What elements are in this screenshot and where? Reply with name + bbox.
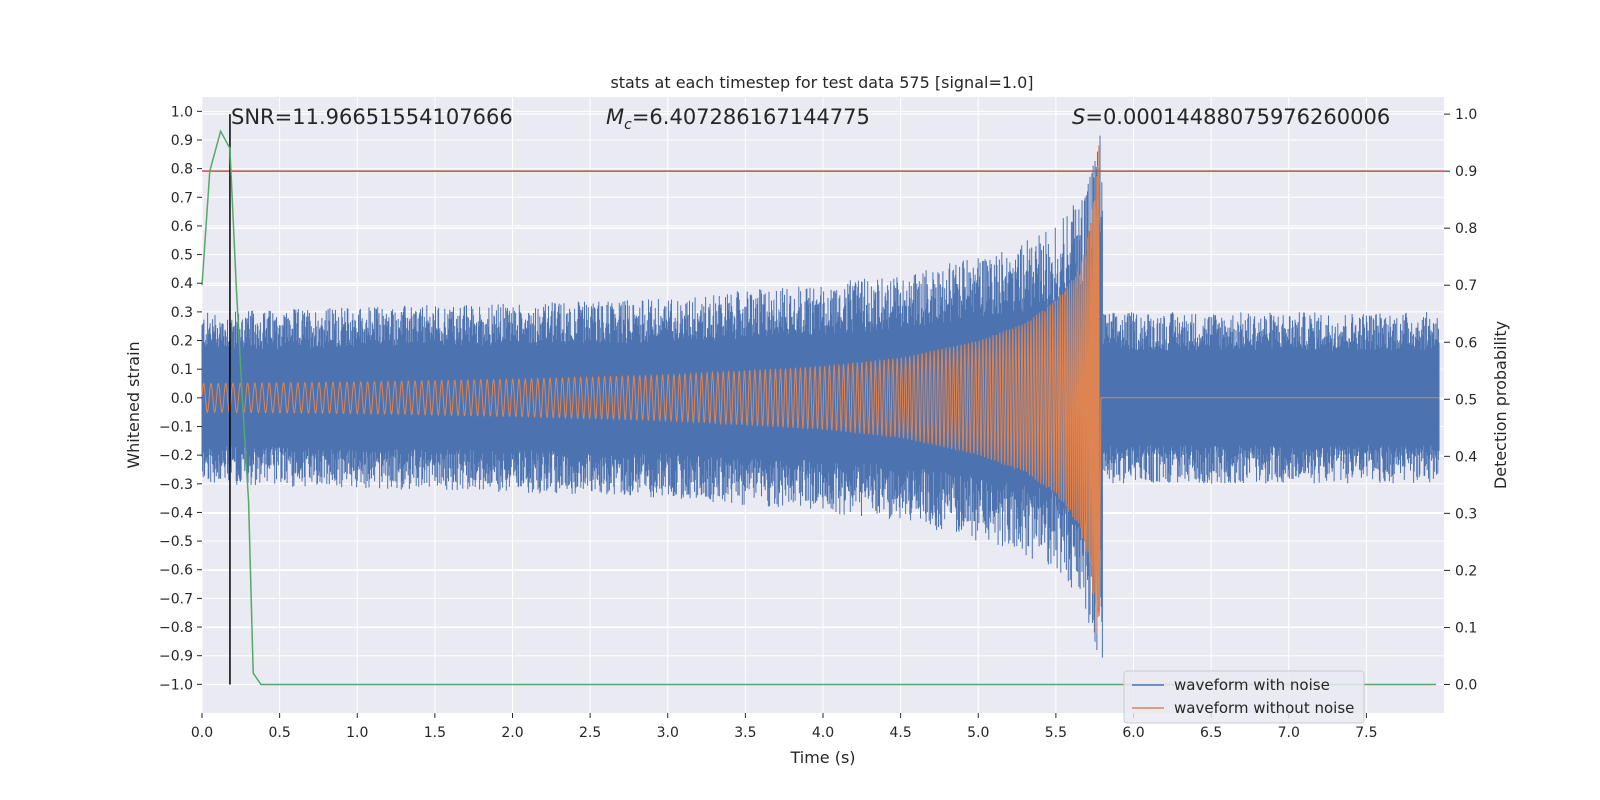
y-tick-label: 0.4 xyxy=(171,276,193,292)
y-tick-label: 0.7 xyxy=(171,190,193,206)
y-tick-label: −0.3 xyxy=(159,477,193,493)
x-tick-label: 7.0 xyxy=(1278,725,1300,741)
y2-tick-label: 0.8 xyxy=(1455,221,1477,237)
y2-tick-label: 0.9 xyxy=(1455,164,1477,180)
x-tick-label: 1.5 xyxy=(424,725,446,741)
y2-tick-label: 0.4 xyxy=(1455,449,1477,465)
mc-symbol: M xyxy=(606,105,624,129)
x-axis-ticks: 0.0 0.5 1.0 1.5 2.0 2.5 3.0 3.5 4.0 4.5 5.0 5.5 6.0 6… xyxy=(191,713,1378,741)
y-tick-label: 0.5 xyxy=(171,248,193,264)
x-tick-label: 4.5 xyxy=(889,725,911,741)
x-tick-label: 5.5 xyxy=(1045,725,1067,741)
y-tick-label: −0.9 xyxy=(159,649,193,665)
mc-annotation: Mc=6.407286167144775 xyxy=(606,105,870,133)
y-tick-label: −0.7 xyxy=(159,591,193,607)
x-tick-label: 6.5 xyxy=(1200,725,1222,741)
x-tick-label: 2.0 xyxy=(501,725,523,741)
x-tick-label: 3.0 xyxy=(657,725,679,741)
mc-subscript: c xyxy=(624,117,632,133)
mc-value: =6.407286167144775 xyxy=(632,105,870,129)
s-annotation: S=0.00014488075976260006 xyxy=(1072,105,1390,129)
y-tick-label: 0.3 xyxy=(171,305,193,321)
y2-tick-label: 0.5 xyxy=(1455,392,1477,408)
x-tick-label: 5.0 xyxy=(967,725,989,741)
y-tick-label: 0.1 xyxy=(171,362,193,378)
x-tick-label: 2.5 xyxy=(579,725,601,741)
y-tick-label: 0.2 xyxy=(171,334,193,350)
y-tick-label: 0.8 xyxy=(171,162,193,178)
legend: waveform with noise waveform without noi… xyxy=(1123,670,1365,724)
y2-tick-label: 0.6 xyxy=(1455,335,1477,351)
s-symbol: S xyxy=(1072,105,1085,129)
s-value: =0.00014488075976260006 xyxy=(1085,105,1390,129)
x-tick-label: 0.0 xyxy=(191,725,213,741)
y-tick-label: −0.4 xyxy=(159,505,193,521)
y-axis-label: Whitened strain xyxy=(124,341,143,468)
y2-tick-label: 0.0 xyxy=(1455,677,1477,693)
left-axis-ticks: 1.0 0.9 0.8 0.7 0.6 0.5 0.4 0.3 0.2 0.1 0.0 −0.1 −0.… xyxy=(159,104,202,693)
series-layer xyxy=(201,114,1444,686)
x-tick-label: 4.0 xyxy=(812,725,834,741)
snr-annotation: SNR=11.96651554107666 xyxy=(231,105,513,129)
x-tick-label: 6.0 xyxy=(1122,725,1144,741)
x-tick-label: 1.0 xyxy=(346,725,368,741)
y2-tick-label: 1.0 xyxy=(1455,107,1477,123)
y2-axis-label: Detection probability xyxy=(1491,321,1510,489)
legend-box xyxy=(1123,670,1365,724)
x-tick-label: 0.5 xyxy=(268,725,290,741)
y2-tick-label: 0.2 xyxy=(1455,563,1477,579)
chart-title: stats at each timestep for test data 575… xyxy=(610,73,1033,92)
x-tick-label: 3.5 xyxy=(734,725,756,741)
y-tick-label: 1.0 xyxy=(171,104,193,120)
y-tick-label: −0.2 xyxy=(159,448,193,464)
y2-tick-label: 0.7 xyxy=(1455,278,1477,294)
y2-tick-label: 0.3 xyxy=(1455,506,1477,522)
y-tick-label: −0.6 xyxy=(159,563,193,579)
y2-tick-label: 0.1 xyxy=(1455,620,1477,636)
y-tick-label: −0.8 xyxy=(159,620,193,636)
right-axis-ticks: 1.0 0.9 0.8 0.7 0.6 0.5 0.4 0.3 0.2 0.1 0.0 xyxy=(1444,107,1477,693)
y-tick-label: 0.6 xyxy=(171,219,193,235)
series-detection-probability xyxy=(201,129,1437,686)
y-tick-label: −0.5 xyxy=(159,534,193,550)
y-tick-label: 0.0 xyxy=(171,391,193,407)
x-axis-label: Time (s) xyxy=(789,748,855,767)
y-tick-label: 0.9 xyxy=(171,133,193,149)
y-tick-label: −1.0 xyxy=(159,677,193,693)
x-tick-label: 7.5 xyxy=(1355,725,1377,741)
legend-label-noise: waveform with noise xyxy=(1174,676,1330,694)
legend-label-clean: waveform without noise xyxy=(1174,699,1354,717)
y-tick-label: −0.1 xyxy=(159,419,193,435)
series-waveform-without-noise xyxy=(201,145,1440,634)
